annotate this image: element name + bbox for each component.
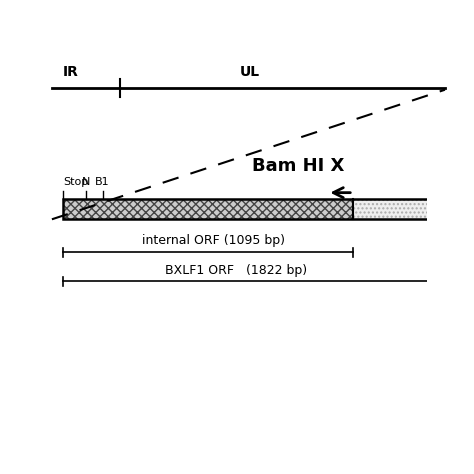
Text: B1: B1 bbox=[95, 177, 110, 187]
Text: Stop: Stop bbox=[63, 177, 88, 187]
Text: Bam HI X: Bam HI X bbox=[252, 157, 344, 175]
Text: internal ORF (1095 bp): internal ORF (1095 bp) bbox=[142, 235, 285, 247]
Bar bbox=[63, 199, 434, 219]
Bar bbox=[353, 199, 434, 219]
Text: UL: UL bbox=[240, 65, 260, 79]
Text: IR: IR bbox=[63, 65, 79, 79]
Text: N: N bbox=[82, 177, 90, 187]
Bar bbox=[63, 199, 353, 219]
Text: BXLF1 ORF   (1822 bp): BXLF1 ORF (1822 bp) bbox=[164, 264, 307, 277]
